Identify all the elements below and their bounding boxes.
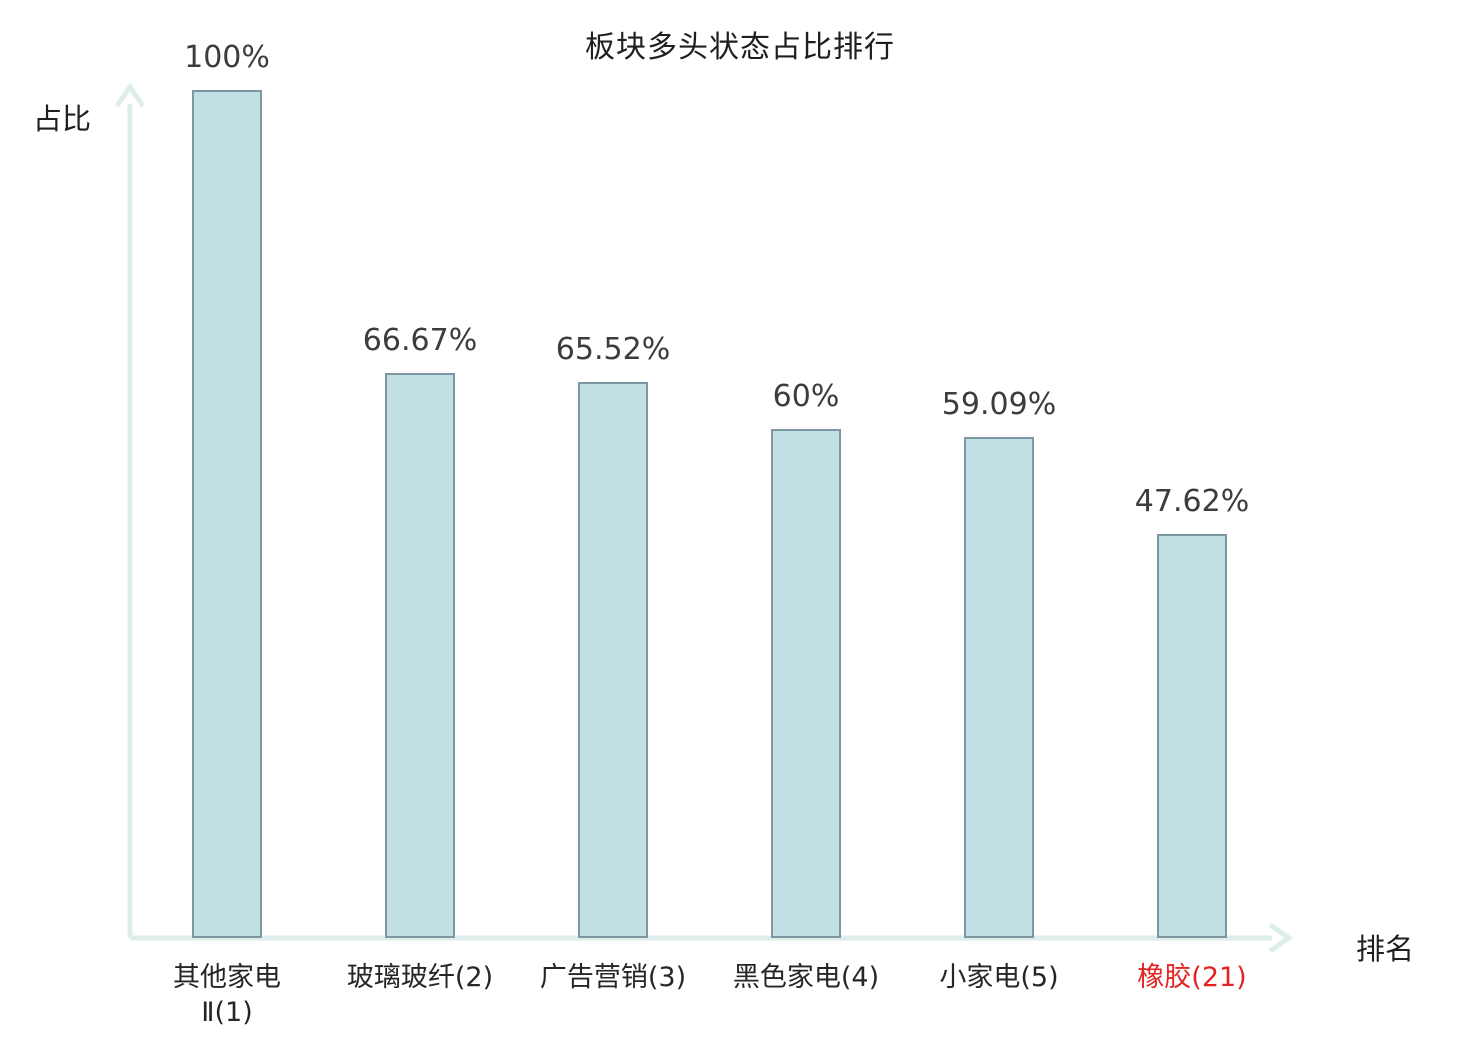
bar-category-label-line: 橡胶(21) [1137, 962, 1247, 993]
bar-category-label-line: 小家电(5) [939, 962, 1059, 993]
bar-category-label-line: 黑色家电(4) [732, 962, 880, 993]
bar-category-label: 玻璃玻纤(2) [347, 960, 493, 995]
bar-value-label: 66.67% [362, 323, 478, 358]
bar [1157, 534, 1227, 938]
bar-category-label: 其他家电 Ⅱ(1) [173, 960, 281, 1030]
bar [578, 382, 648, 938]
x-axis-label: 排名 [1356, 932, 1415, 966]
bar-value-label: 100% [184, 40, 270, 75]
bar [964, 437, 1034, 938]
y-axis-label: 占比 [33, 102, 92, 136]
bar-value-label: 59.09% [941, 387, 1057, 422]
bar-value-label: 65.52% [555, 332, 671, 367]
bar-category-label: 小家电(5) [939, 960, 1058, 995]
bar-category-label: 黑色家电(4) [733, 960, 879, 995]
bar-category-label: 广告营销(3) [540, 960, 686, 995]
bar-category-label-line: Ⅱ(1) [201, 997, 253, 1028]
bar [385, 373, 455, 938]
bar [192, 90, 262, 938]
bar-category-label-line: 玻璃玻纤(2) [346, 962, 494, 993]
x-axis-arrowhead-icon [1268, 922, 1294, 954]
chart-title: 板块多头状态占比排行 [585, 30, 895, 65]
bar-value-label: 60% [772, 379, 840, 414]
bar-category-label-line: 其他家电 [173, 962, 281, 993]
bar-category-label-line: 广告营销(3) [539, 962, 687, 993]
bar-category-label: 橡胶(21) [1137, 960, 1246, 995]
y-axis-arrowhead-icon [114, 82, 146, 108]
bar-value-label: 47.62% [1134, 484, 1250, 519]
bar [771, 429, 841, 938]
